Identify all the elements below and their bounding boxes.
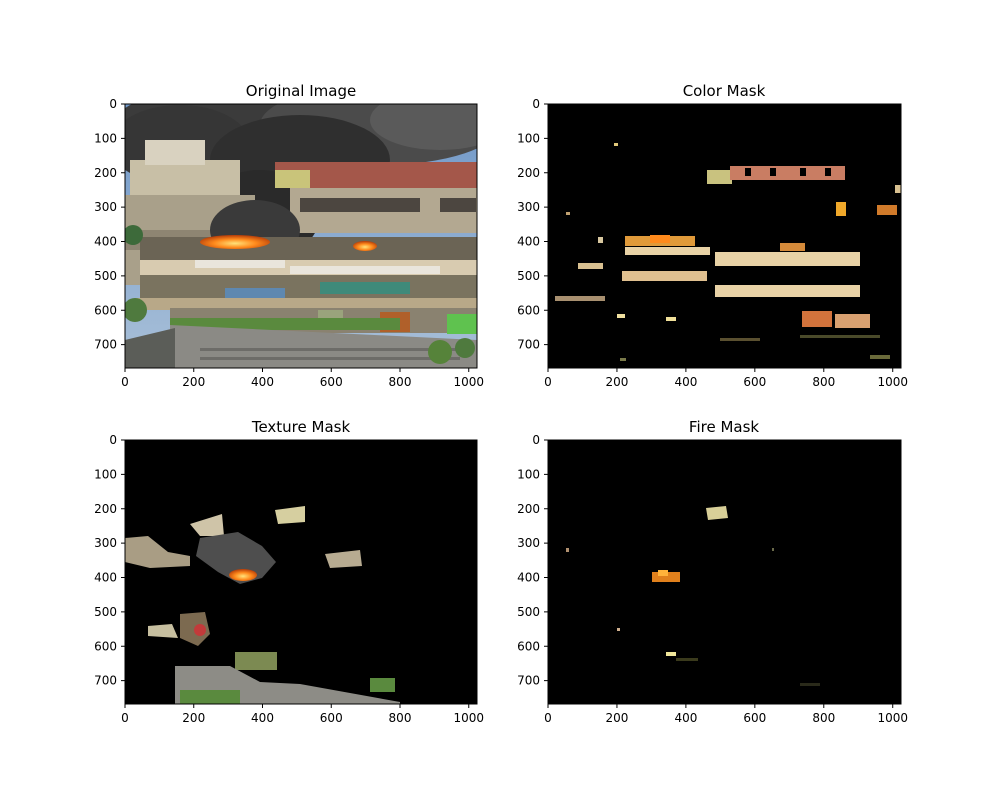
y-tick-label: 0	[109, 97, 117, 111]
x-axis-ticks: 0 200 400 600 800 1000	[544, 368, 908, 389]
y-tick-label: 500	[94, 605, 117, 619]
y-tick-label: 200	[517, 166, 540, 180]
axes-frame	[547, 439, 902, 705]
y-tick-label: 500	[94, 269, 117, 283]
y-tick-label: 600	[517, 639, 540, 653]
x-tick-label: 0	[544, 375, 552, 389]
x-tick-label: 400	[251, 375, 274, 389]
y-axis-ticks: 0 100 200 300 400 500 600 700	[517, 97, 548, 352]
y-tick-label: 300	[94, 200, 117, 214]
x-tick-label: 600	[320, 375, 343, 389]
y-tick-label: 600	[94, 303, 117, 317]
axes-frame	[124, 439, 478, 705]
y-tick-label: 200	[94, 502, 117, 516]
original-photo	[125, 104, 477, 368]
x-tick-label: 1000	[877, 711, 908, 725]
x-tick-label: 200	[182, 375, 205, 389]
x-tick-label: 200	[605, 711, 628, 725]
panel-title: Original Image	[246, 82, 356, 100]
panel-texture-mask: Texture Mask 0 200 400 600 800 1000 0 100 200 30…	[94, 418, 484, 725]
x-tick-label: 800	[812, 711, 835, 725]
x-axis-ticks: 0 200 400 600 800 1000	[121, 704, 484, 725]
x-tick-label: 0	[121, 711, 129, 725]
y-tick-label: 700	[94, 674, 117, 688]
y-tick-label: 100	[94, 467, 117, 481]
panel-color-mask: Color Mask	[517, 82, 908, 389]
y-tick-label: 300	[94, 536, 117, 550]
x-tick-label: 1000	[877, 375, 908, 389]
fire-mask-image	[548, 440, 901, 704]
x-tick-label: 1000	[453, 375, 484, 389]
y-tick-label: 500	[517, 605, 540, 619]
x-axis-ticks: 0 200 400 600 800 1000	[544, 704, 908, 725]
y-axis-ticks: 0 100 200 300 400 500 600 700	[94, 433, 125, 688]
y-tick-label: 400	[517, 235, 540, 249]
y-tick-label: 400	[94, 235, 117, 249]
y-tick-label: 300	[517, 200, 540, 214]
y-tick-label: 100	[517, 467, 540, 481]
y-tick-label: 600	[94, 639, 117, 653]
y-tick-label: 700	[517, 674, 540, 688]
panel-title: Color Mask	[683, 82, 766, 100]
y-tick-label: 0	[532, 433, 540, 447]
y-axis-ticks: 0 100 200 300 400 500 600 700	[517, 433, 548, 688]
y-tick-label: 500	[517, 269, 540, 283]
y-tick-label: 600	[517, 303, 540, 317]
y-tick-label: 0	[109, 433, 117, 447]
y-tick-label: 700	[94, 338, 117, 352]
x-tick-label: 600	[743, 375, 766, 389]
x-tick-label: 800	[812, 375, 835, 389]
y-tick-label: 400	[517, 571, 540, 585]
panel-title: Fire Mask	[689, 418, 759, 436]
panel-fire-mask: Fire Mask 0 200 400 600 800 1000 0 100 200 300 40…	[517, 418, 908, 725]
x-tick-label: 1000	[453, 711, 484, 725]
y-tick-label: 700	[517, 338, 540, 352]
x-tick-label: 400	[251, 711, 274, 725]
y-axis-ticks: 0 100 200 300 400 500 600 700	[94, 97, 125, 352]
x-tick-label: 200	[605, 375, 628, 389]
x-tick-label: 0	[544, 711, 552, 725]
panel-original: Original Image	[94, 82, 484, 389]
y-tick-label: 0	[532, 97, 540, 111]
x-tick-label: 600	[743, 711, 766, 725]
x-tick-label: 400	[674, 375, 697, 389]
x-tick-label: 0	[121, 375, 129, 389]
x-tick-label: 800	[389, 375, 412, 389]
y-tick-label: 100	[517, 131, 540, 145]
y-tick-label: 200	[517, 502, 540, 516]
texture-mask-image	[125, 440, 477, 704]
x-axis-ticks: 0 200 400 600 800 1000	[121, 368, 484, 389]
y-tick-label: 400	[94, 571, 117, 585]
axes-frame	[124, 103, 478, 369]
y-tick-label: 300	[517, 536, 540, 550]
y-tick-label: 100	[94, 131, 117, 145]
x-tick-label: 600	[320, 711, 343, 725]
x-tick-label: 400	[674, 711, 697, 725]
x-tick-label: 200	[182, 711, 205, 725]
color-mask-image	[548, 104, 901, 368]
axes-frame	[547, 103, 902, 369]
x-tick-label: 800	[389, 711, 412, 725]
panel-title: Texture Mask	[251, 418, 351, 436]
y-tick-label: 200	[94, 166, 117, 180]
